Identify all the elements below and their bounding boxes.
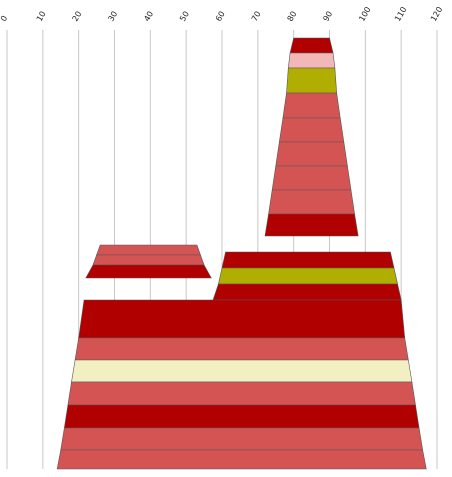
area-band-19 xyxy=(67,381,416,406)
x-axis-tick-labels: 0 10 20 30 40 50 60 70 80 90 100 110 120 xyxy=(0,5,444,23)
area-band-7 xyxy=(271,165,352,191)
area-band-3 xyxy=(286,67,337,94)
x-tick-label-30: 30 xyxy=(106,10,119,23)
x-tick-label-100: 100 xyxy=(357,5,372,23)
x-tick-label-120: 120 xyxy=(429,5,444,23)
x-tick-label-70: 70 xyxy=(250,10,263,23)
area-band-14 xyxy=(218,267,398,285)
area-band-2 xyxy=(287,52,336,69)
x-tick-label-50: 50 xyxy=(178,10,191,23)
area-band-12 xyxy=(85,264,212,279)
x-tick-label-40: 40 xyxy=(142,10,155,23)
x-tick-label-0: 0 xyxy=(0,14,9,23)
x-tick-label-60: 60 xyxy=(214,10,227,23)
area-band-18 xyxy=(71,359,413,383)
area-band-6 xyxy=(275,141,348,167)
area-band-15 xyxy=(212,283,402,301)
area-band-13 xyxy=(221,251,395,269)
area-band-11 xyxy=(92,254,205,266)
area-band-20 xyxy=(63,404,420,429)
area-bands xyxy=(56,37,427,470)
area-band-8 xyxy=(268,189,355,215)
x-tick-label-10: 10 xyxy=(35,10,48,23)
x-tick-label-110: 110 xyxy=(393,5,408,23)
area-band-10 xyxy=(96,244,201,256)
x-tick-label-80: 80 xyxy=(286,10,299,23)
area-band-17 xyxy=(74,337,409,361)
area-band-1 xyxy=(289,37,334,54)
area-band-16 xyxy=(78,299,406,339)
x-tick-label-90: 90 xyxy=(321,10,334,23)
x-tick-label-20: 20 xyxy=(71,10,84,23)
area-band-5 xyxy=(278,117,345,143)
area-band-21 xyxy=(60,427,424,451)
area-band-4 xyxy=(282,92,341,119)
area-band-9 xyxy=(264,213,359,237)
area-band-22 xyxy=(56,449,427,470)
